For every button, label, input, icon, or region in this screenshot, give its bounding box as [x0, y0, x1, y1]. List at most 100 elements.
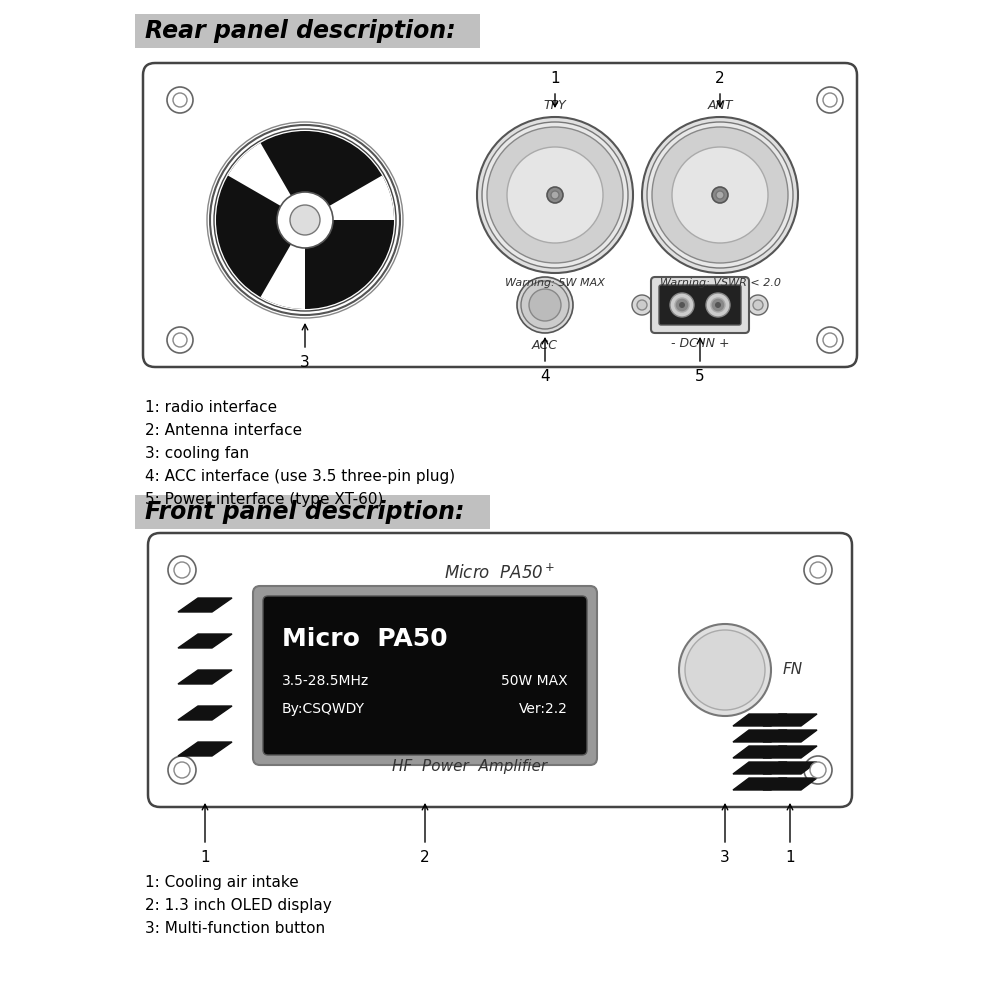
Circle shape: [647, 122, 793, 268]
Text: Micro  PA50$^+$: Micro PA50$^+$: [444, 564, 556, 583]
FancyBboxPatch shape: [253, 586, 597, 765]
Circle shape: [551, 191, 559, 199]
FancyBboxPatch shape: [148, 533, 852, 807]
Circle shape: [685, 630, 765, 710]
Text: 3: 3: [300, 355, 310, 370]
Text: 3: 3: [720, 850, 730, 865]
Text: By:CSQWDY: By:CSQWDY: [282, 702, 365, 716]
Polygon shape: [733, 730, 787, 742]
FancyBboxPatch shape: [135, 14, 480, 48]
Polygon shape: [178, 706, 232, 720]
Text: 1: radio interface: 1: radio interface: [145, 400, 277, 415]
FancyBboxPatch shape: [143, 63, 857, 367]
Circle shape: [670, 293, 694, 317]
Circle shape: [507, 147, 603, 243]
Circle shape: [517, 277, 573, 333]
Wedge shape: [305, 175, 394, 220]
Text: 1: 1: [200, 850, 210, 865]
Circle shape: [482, 122, 628, 268]
Polygon shape: [763, 778, 817, 790]
Circle shape: [804, 556, 832, 584]
Text: 1: Cooling air intake: 1: Cooling air intake: [145, 875, 298, 890]
Text: 1: 1: [551, 71, 560, 86]
Circle shape: [216, 131, 394, 309]
Circle shape: [672, 147, 768, 243]
Text: HF  Power  Amplifier: HF Power Amplifier: [392, 760, 548, 775]
Text: 3.5-28.5MHz: 3.5-28.5MHz: [282, 674, 369, 688]
Circle shape: [715, 302, 721, 308]
Circle shape: [547, 187, 563, 203]
Circle shape: [487, 127, 623, 263]
Circle shape: [753, 300, 763, 310]
Circle shape: [173, 333, 187, 347]
Circle shape: [712, 187, 728, 203]
Wedge shape: [228, 143, 305, 220]
Polygon shape: [178, 634, 232, 648]
Circle shape: [716, 191, 724, 199]
Text: Micro  PA50: Micro PA50: [282, 627, 447, 651]
Circle shape: [167, 327, 193, 353]
Polygon shape: [763, 746, 817, 758]
Polygon shape: [763, 714, 817, 726]
Polygon shape: [763, 762, 817, 774]
Circle shape: [652, 127, 788, 263]
Text: TPY: TPY: [544, 99, 567, 112]
Text: 1: 1: [785, 850, 795, 865]
FancyBboxPatch shape: [659, 285, 741, 325]
Polygon shape: [763, 730, 817, 742]
Circle shape: [477, 117, 633, 273]
Wedge shape: [260, 220, 305, 309]
Text: - DC IN +: - DC IN +: [671, 337, 730, 350]
Polygon shape: [178, 742, 232, 756]
Circle shape: [711, 298, 725, 312]
Circle shape: [637, 300, 647, 310]
Circle shape: [804, 756, 832, 784]
FancyBboxPatch shape: [651, 277, 749, 333]
Circle shape: [817, 87, 843, 113]
Circle shape: [642, 117, 798, 273]
Circle shape: [529, 289, 561, 321]
Text: 5: 5: [695, 369, 705, 384]
Text: Ver:2.2: Ver:2.2: [520, 702, 568, 716]
Text: ANT: ANT: [708, 99, 733, 112]
Text: Front panel description:: Front panel description:: [145, 500, 464, 524]
Text: ACC: ACC: [532, 339, 558, 352]
Polygon shape: [733, 746, 787, 758]
Circle shape: [675, 298, 689, 312]
Circle shape: [173, 93, 187, 107]
Circle shape: [823, 93, 837, 107]
Text: 2: 2: [420, 850, 429, 865]
Circle shape: [810, 562, 826, 578]
Text: 4: 4: [541, 369, 550, 384]
Text: 5: Power interface (type XT-60): 5: Power interface (type XT-60): [145, 492, 383, 507]
Circle shape: [210, 125, 400, 315]
Text: Warning: VSWR < 2.0: Warning: VSWR < 2.0: [660, 278, 781, 288]
Text: 50W MAX: 50W MAX: [502, 674, 568, 688]
Polygon shape: [178, 670, 232, 684]
Text: 2: Antenna interface: 2: Antenna interface: [145, 423, 302, 438]
Polygon shape: [733, 762, 787, 774]
Circle shape: [679, 302, 685, 308]
Circle shape: [214, 129, 396, 311]
Circle shape: [290, 205, 320, 235]
Circle shape: [748, 295, 768, 315]
Circle shape: [810, 762, 826, 778]
Text: 4: ACC interface (use 3.5 three-pin plug): 4: ACC interface (use 3.5 three-pin plug…: [145, 469, 455, 484]
Text: 3: cooling fan: 3: cooling fan: [145, 446, 249, 461]
Text: Rear panel description:: Rear panel description:: [145, 19, 455, 43]
Circle shape: [679, 624, 771, 716]
FancyBboxPatch shape: [135, 495, 490, 529]
Text: 2: 1.3 inch OLED display: 2: 1.3 inch OLED display: [145, 898, 331, 913]
Circle shape: [817, 327, 843, 353]
Circle shape: [174, 562, 190, 578]
Polygon shape: [178, 598, 232, 612]
Text: FN: FN: [783, 663, 803, 678]
Circle shape: [521, 281, 569, 329]
Text: Warning: 5W MAX: Warning: 5W MAX: [506, 278, 605, 288]
Circle shape: [174, 762, 190, 778]
Circle shape: [167, 87, 193, 113]
Circle shape: [277, 192, 333, 248]
Circle shape: [168, 756, 196, 784]
FancyBboxPatch shape: [263, 596, 587, 755]
Text: 2: 2: [715, 71, 725, 86]
